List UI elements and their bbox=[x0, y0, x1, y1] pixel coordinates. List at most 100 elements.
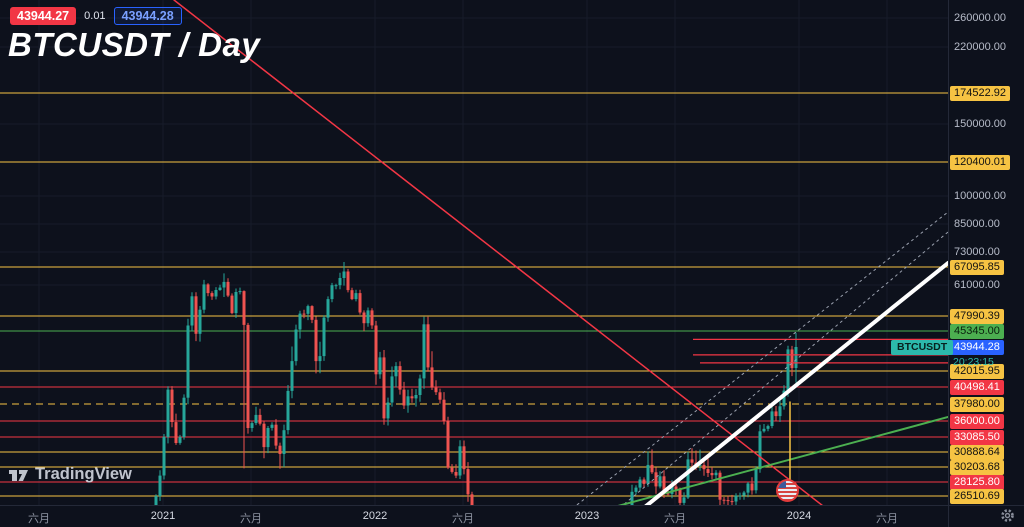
candle-body bbox=[634, 487, 638, 492]
candle-body bbox=[446, 421, 450, 468]
candle-body bbox=[330, 285, 334, 300]
candle-body bbox=[758, 431, 762, 470]
candle-body bbox=[410, 396, 414, 399]
price-axis-label: 36000.00 bbox=[950, 413, 1004, 429]
candle-body bbox=[310, 306, 314, 320]
candle-body bbox=[718, 472, 722, 500]
price-axis[interactable]: 260000.00 220000.00 174522.92 150000.00 1204… bbox=[948, 0, 1024, 527]
candle-body bbox=[206, 284, 210, 294]
candle-body bbox=[794, 347, 798, 368]
price-axis-label: 61000.00 bbox=[954, 278, 1000, 291]
tradingview-logo-text: TradingView bbox=[35, 465, 132, 483]
time-axis-label: 2024 bbox=[786, 510, 812, 522]
candle-body bbox=[386, 402, 390, 419]
candle-body bbox=[326, 299, 330, 318]
candle-body bbox=[374, 325, 378, 375]
candle-body bbox=[302, 313, 306, 315]
candle-body bbox=[738, 495, 742, 497]
candle-body bbox=[398, 366, 402, 390]
candle-body bbox=[186, 325, 190, 398]
price-axis-label: 220000.00 bbox=[954, 40, 1006, 53]
candle-body bbox=[334, 285, 338, 287]
price-axis-label: 40498.41 bbox=[950, 379, 1004, 395]
candle-body bbox=[746, 483, 750, 493]
candle-body bbox=[322, 317, 326, 357]
us-flag-icon[interactable] bbox=[776, 479, 799, 502]
candle-body bbox=[218, 287, 222, 290]
price-axis-label: 26510.69 bbox=[950, 488, 1004, 504]
candle-body bbox=[350, 290, 354, 300]
candle-body bbox=[318, 356, 322, 362]
time-axis-label: 六月 bbox=[664, 513, 686, 525]
candle-body bbox=[242, 291, 246, 325]
candle-body bbox=[754, 469, 758, 491]
candle-body bbox=[714, 472, 718, 476]
candle-body bbox=[462, 446, 466, 470]
price-axis-label: 120400.01 bbox=[950, 154, 1010, 170]
candle-body bbox=[742, 492, 746, 496]
candle-body bbox=[722, 499, 726, 501]
candle-body bbox=[710, 473, 714, 476]
candle-body bbox=[414, 395, 418, 399]
candlestick-chart[interactable] bbox=[0, 0, 948, 505]
candle-body bbox=[426, 324, 430, 368]
candle-body bbox=[674, 486, 678, 490]
candle-body bbox=[222, 281, 226, 288]
descending-trendline[interactable] bbox=[173, 0, 850, 505]
candle-body bbox=[790, 349, 794, 369]
price-axis-label: 33085.50 bbox=[950, 429, 1004, 445]
candle-body bbox=[214, 290, 218, 297]
symbol-price-tag: BTCUSDT bbox=[891, 340, 954, 355]
candle-body bbox=[458, 446, 462, 476]
candle-body bbox=[782, 390, 786, 407]
candle-body bbox=[262, 423, 266, 448]
candle-body bbox=[406, 396, 410, 406]
candle-body bbox=[654, 472, 658, 487]
flag-canton bbox=[778, 481, 786, 488]
candle-body bbox=[230, 295, 234, 314]
candle-body bbox=[434, 387, 438, 393]
candle-body bbox=[162, 436, 166, 476]
dotted-channel-upper[interactable] bbox=[549, 211, 948, 505]
price-axis-label: 30203.68 bbox=[950, 459, 1004, 475]
candle-body bbox=[734, 495, 738, 502]
tradingview-logo-icon bbox=[9, 470, 28, 481]
candle-body bbox=[198, 309, 202, 334]
candle-body bbox=[166, 389, 170, 437]
candle-body bbox=[246, 324, 250, 428]
candle-body bbox=[770, 411, 774, 426]
candle-body bbox=[306, 306, 310, 314]
candle-body bbox=[174, 422, 178, 443]
candle-body bbox=[346, 271, 350, 291]
candle-body bbox=[662, 476, 666, 494]
candle-body bbox=[282, 430, 286, 454]
price-axis-label: 47990.39 bbox=[950, 308, 1004, 324]
chart-pane[interactable] bbox=[0, 0, 948, 505]
white-support-trendline[interactable] bbox=[620, 261, 948, 505]
candle-body bbox=[642, 479, 646, 484]
candle-body bbox=[418, 378, 422, 395]
price-axis-label: 100000.00 bbox=[954, 189, 1006, 202]
candle-body bbox=[202, 284, 206, 310]
candle-body bbox=[194, 296, 198, 334]
green-support-trendline[interactable] bbox=[540, 416, 948, 505]
gear-icon[interactable] bbox=[1000, 508, 1015, 527]
candle-body bbox=[630, 491, 634, 505]
dotted-channel-lower[interactable] bbox=[597, 231, 948, 505]
candle-body bbox=[342, 271, 346, 278]
candle-body bbox=[638, 479, 642, 488]
time-axis-label: 六月 bbox=[876, 513, 898, 525]
tradingview-logo[interactable]: TradingView bbox=[8, 464, 132, 485]
candle-body bbox=[786, 349, 790, 391]
sell-button[interactable]: 43944.27 bbox=[10, 7, 77, 25]
candle-body bbox=[762, 428, 766, 432]
candle-body bbox=[234, 292, 238, 314]
candle-body bbox=[766, 426, 770, 429]
buy-button[interactable]: 43944.28 bbox=[113, 7, 182, 25]
price-axis-label: 73000.00 bbox=[954, 245, 1000, 258]
candle-body bbox=[154, 496, 158, 505]
time-axis[interactable]: 六月 2021 六月 2022 六月 2023 六月 2024 六月 bbox=[0, 505, 1024, 527]
candle-body bbox=[466, 469, 470, 495]
order-widget: 43944.27 0.01 43944.28 bbox=[10, 7, 182, 25]
